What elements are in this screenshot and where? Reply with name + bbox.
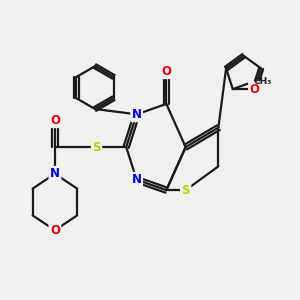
Text: N: N <box>132 173 142 186</box>
Text: CH₃: CH₃ <box>254 77 272 86</box>
Text: S: S <box>182 184 190 196</box>
Text: O: O <box>250 82 260 96</box>
Text: O: O <box>161 65 171 78</box>
Text: S: S <box>92 140 101 154</box>
Text: O: O <box>50 114 60 127</box>
Text: N: N <box>50 167 60 180</box>
Text: O: O <box>50 224 60 237</box>
Text: N: N <box>132 108 142 121</box>
